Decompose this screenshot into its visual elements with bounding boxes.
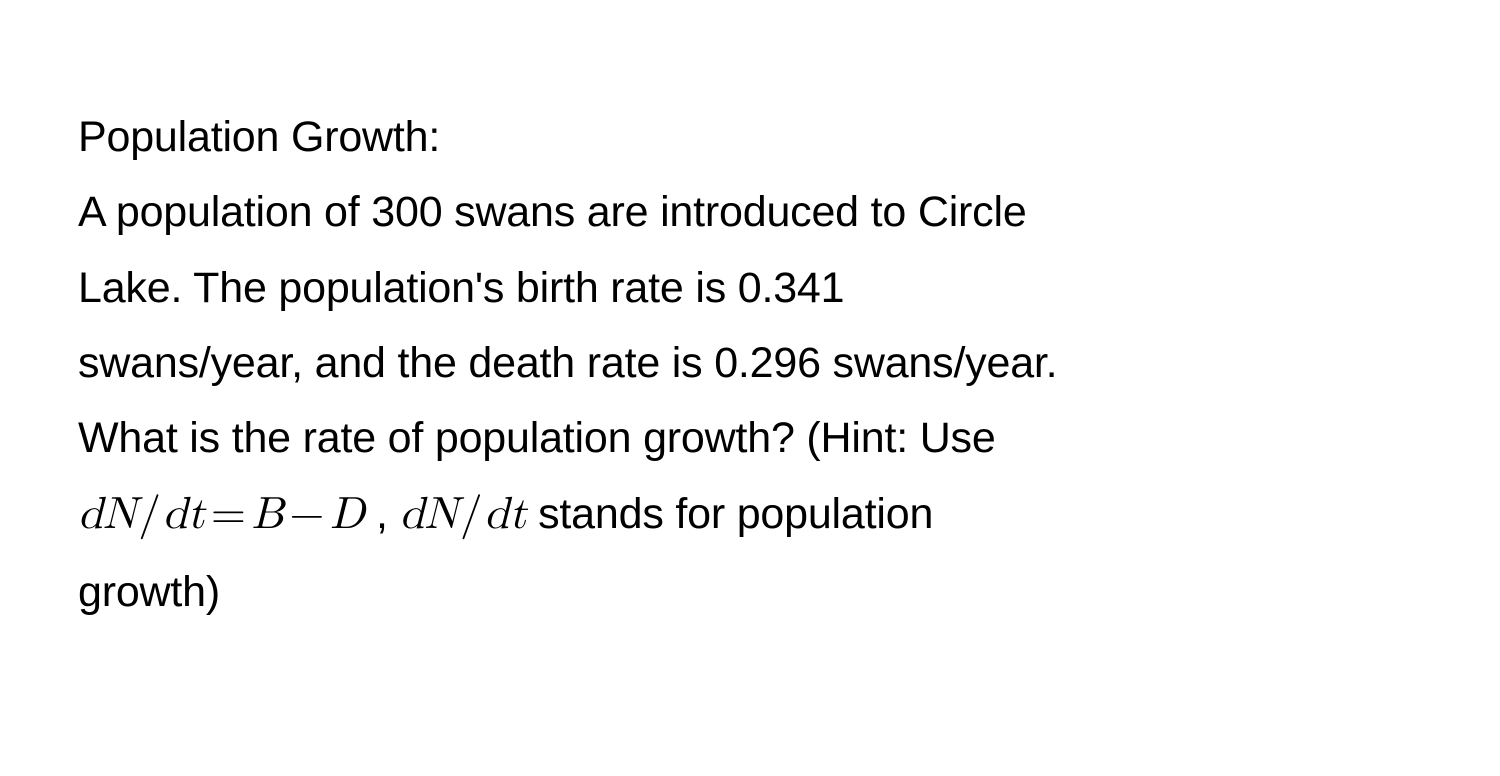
math-slash-2: / xyxy=(458,492,484,537)
body-text-5-post: stands for population xyxy=(526,490,933,538)
question-text-block: Population Growth: A population of 300 s… xyxy=(0,0,1500,630)
comma-sep: , xyxy=(364,490,399,538)
math-slash-1: / xyxy=(136,492,162,537)
heading-line: Population Growth: xyxy=(78,100,1422,175)
math-dt-2: dt xyxy=(484,492,526,537)
math-dt-1: dt xyxy=(163,492,205,537)
body-text-3: swans/year, and the death rate is 0.296 … xyxy=(78,339,1057,387)
math-dN-1: dN xyxy=(78,492,136,537)
math-minus: − xyxy=(283,492,330,537)
body-line-5: dN/dt=B−D , dN/dt stands for population xyxy=(78,476,1422,555)
body-line-2: Lake. The population's birth rate is 0.3… xyxy=(78,251,1422,326)
heading-text: Population Growth: xyxy=(78,113,440,161)
math-expression-2: dN/dt xyxy=(400,492,527,537)
math-eq: = xyxy=(205,492,252,537)
body-line-3: swans/year, and the death rate is 0.296 … xyxy=(78,326,1422,401)
body-text-1: A population of 300 swans are introduced… xyxy=(78,188,1027,236)
body-line-1: A population of 300 swans are introduced… xyxy=(78,175,1422,250)
body-text-6: growth) xyxy=(78,568,220,616)
body-line-6: growth) xyxy=(78,555,1422,630)
math-expression-1: dN/dt=B−D xyxy=(78,492,364,537)
body-line-4: What is the rate of population growth? (… xyxy=(78,401,1422,476)
body-text-4-pre: What is the rate of population growth? (… xyxy=(78,414,996,462)
math-D: D xyxy=(330,492,364,537)
body-text-2: Lake. The population's birth rate is 0.3… xyxy=(78,264,844,312)
math-B: B xyxy=(252,492,284,537)
math-dN-2: dN xyxy=(400,492,458,537)
